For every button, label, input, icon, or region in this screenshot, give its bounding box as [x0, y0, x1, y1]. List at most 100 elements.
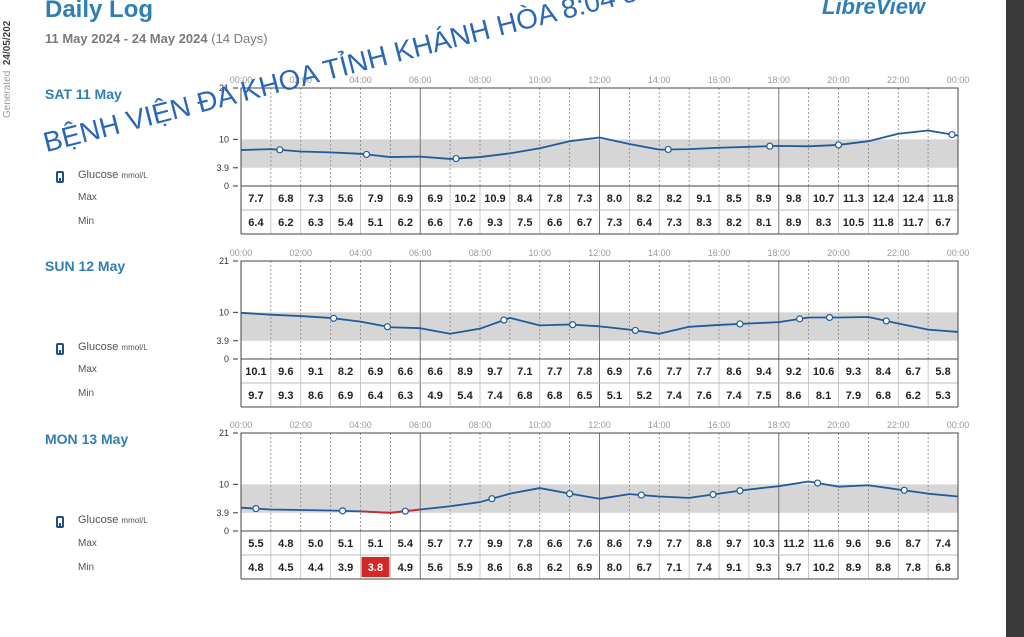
- scan-marker: [796, 315, 804, 323]
- min-label-3: Min: [78, 562, 95, 573]
- glucose-label-2: Glucose mmol/L: [78, 341, 148, 353]
- max-value: 8.2: [637, 193, 652, 205]
- max-value: 5.1: [338, 538, 353, 550]
- x-tick-label: 16:00: [708, 75, 731, 85]
- max-value: 8.8: [696, 538, 711, 550]
- min-value: 6.8: [547, 390, 562, 402]
- x-tick-label: 10:00: [528, 75, 551, 85]
- min-value: 9.3: [487, 217, 502, 229]
- min-value: 5.2: [637, 390, 652, 402]
- x-tick-label: 08:00: [469, 248, 492, 258]
- max-value: 7.9: [637, 538, 652, 550]
- max-value: 7.3: [308, 193, 323, 205]
- y-tick-label: 3.9: [216, 336, 229, 346]
- max-label-1: Max: [78, 192, 97, 203]
- max-value: 6.9: [398, 193, 413, 205]
- scan-marker: [882, 317, 890, 325]
- scan-marker: [330, 314, 338, 322]
- min-value: 10.2: [813, 562, 834, 574]
- scan-marker: [383, 323, 391, 331]
- min-value: 6.6: [428, 217, 443, 229]
- y-tick-label: 21: [219, 83, 229, 93]
- x-tick-label: 08:00: [469, 420, 492, 430]
- min-value: 7.3: [667, 217, 682, 229]
- max-value: 7.7: [457, 538, 472, 550]
- x-tick-label: 00:00: [230, 75, 253, 85]
- max-value: 11.6: [813, 538, 834, 550]
- max-value: 10.3: [753, 538, 774, 550]
- min-value: 6.4: [248, 217, 264, 229]
- y-tick-label: 3.9: [216, 508, 229, 518]
- min-value: 6.9: [577, 562, 592, 574]
- min-value: 7.1: [667, 562, 682, 574]
- max-value: 6.9: [607, 366, 622, 378]
- min-value: 8.0: [607, 562, 622, 574]
- max-value: 11.2: [783, 538, 804, 550]
- min-value: 6.8: [517, 562, 532, 574]
- x-tick-label: 18:00: [767, 420, 790, 430]
- max-value: 9.1: [696, 193, 711, 205]
- max-value: 5.8: [935, 366, 950, 378]
- plot-frame: [240, 432, 959, 532]
- min-value: 6.8: [876, 390, 891, 402]
- scan-marker: [948, 130, 956, 139]
- x-tick-label: 12:00: [588, 420, 611, 430]
- max-value: 9.7: [726, 538, 741, 550]
- min-value: 7.9: [846, 390, 861, 402]
- max-value: 8.4: [876, 366, 892, 378]
- max-value: 9.6: [846, 538, 861, 550]
- min-label-2: Min: [78, 388, 95, 399]
- min-value: 6.2: [278, 217, 293, 229]
- x-tick-label: 18:00: [767, 248, 790, 258]
- scan-marker: [825, 313, 834, 322]
- day-heading-2: SUN 12 May: [45, 258, 126, 274]
- y-tick-label: 21: [219, 256, 229, 266]
- min-value: 11.8: [873, 217, 894, 229]
- max-value: 10.7: [813, 193, 834, 205]
- min-value: 8.1: [816, 390, 831, 402]
- min-value: 8.2: [726, 217, 741, 229]
- y-tick-label: 0: [224, 181, 229, 191]
- day-heading-3: MON 13 May: [45, 431, 129, 447]
- scan-marker: [834, 141, 843, 149]
- max-value: 7.4: [935, 538, 951, 550]
- max-value: 9.9: [487, 538, 502, 550]
- max-value: 7.9: [368, 193, 383, 205]
- min-value: 4.4: [308, 562, 324, 574]
- scan-marker: [276, 146, 284, 154]
- max-value: 9.6: [876, 538, 891, 550]
- min-value: 5.6: [428, 562, 443, 574]
- min-value: 6.8: [517, 390, 532, 402]
- x-tick-label: 22:00: [887, 75, 910, 85]
- min-value: 8.6: [308, 390, 323, 402]
- x-tick-label: 22:00: [887, 420, 910, 430]
- x-tick-label: 18:00: [767, 75, 790, 85]
- glucose-label-1: Glucose mmol/L: [78, 169, 148, 181]
- scan-marker: [900, 486, 908, 494]
- min-value: 7.5: [517, 217, 532, 229]
- scan-marker: [488, 495, 496, 503]
- x-tick-label: 04:00: [349, 420, 372, 430]
- x-tick-label: 04:00: [349, 248, 372, 258]
- scan-marker: [736, 320, 744, 328]
- scan-marker: [338, 507, 347, 515]
- day-panel-3: 21 10 3.9 0 00:00 02:00 04:00 06:00 08:00 10:00 12…: [216, 420, 969, 580]
- max-value: 7.6: [637, 366, 652, 378]
- max-value: 7.6: [577, 538, 592, 550]
- max-value: 5.1: [368, 538, 383, 550]
- glucose-label-3: Glucose mmol/L: [78, 514, 148, 526]
- min-value: 6.7: [577, 217, 592, 229]
- min-value: 8.3: [816, 217, 831, 229]
- max-value: 10.6: [813, 366, 834, 378]
- max-value: 6.6: [547, 538, 562, 550]
- max-value: 8.0: [607, 193, 622, 205]
- min-value: 7.6: [696, 390, 711, 402]
- min-value: 5.4: [457, 390, 473, 402]
- min-value: 8.8: [876, 562, 891, 574]
- min-value: 4.5: [278, 562, 293, 574]
- x-tick-label: 00:00: [947, 75, 970, 85]
- plot-frame: [240, 260, 959, 360]
- min-value: 5.1: [368, 217, 383, 229]
- max-value: 9.4: [756, 366, 772, 378]
